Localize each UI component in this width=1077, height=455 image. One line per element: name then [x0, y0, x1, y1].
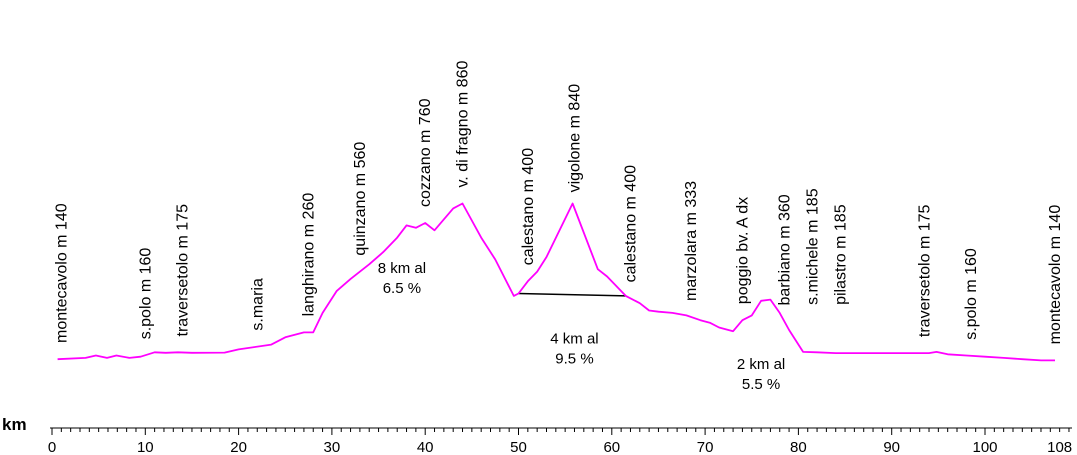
- x-axis-label: km: [2, 415, 27, 434]
- place-label: calestano m 400: [623, 165, 640, 283]
- x-tick-label: 80: [790, 439, 807, 455]
- place-label: poggio bv. A dx: [734, 197, 751, 304]
- place-label: pilastro m 185: [832, 204, 849, 305]
- place-labels: montecavolo m 140 s.polo m 160 traversetol…: [53, 61, 1064, 345]
- gradient-annotation-percent: 5.5 %: [742, 376, 780, 393]
- climb-chord-line: [518, 292, 626, 297]
- gradient-annotation-percent: 6.5 %: [383, 280, 421, 297]
- profile-line-layer: [57, 202, 1055, 362]
- gradient-annotation-distance: 2 km al: [737, 356, 785, 373]
- x-tick-label: 30: [324, 439, 341, 455]
- elevation-profile-line: [57, 202, 1055, 362]
- x-tick-label: 60: [603, 439, 620, 455]
- gradient-annotation-distance: 4 km al: [550, 330, 598, 347]
- x-axis: 0 10 20 30 40 50 60 70 80 90 100 108: [48, 427, 1072, 455]
- place-label: v. di fragno m 860: [455, 61, 472, 188]
- place-label: marzolara m 333: [683, 181, 700, 301]
- place-label: montecavolo m 140: [1047, 205, 1064, 345]
- x-tick-label: 90: [883, 439, 900, 455]
- place-label: s.michele m 185: [804, 188, 821, 305]
- gradient-annotations: 8 km al 6.5 % 4 km al 9.5 % 2 km al 5.5 %: [378, 260, 786, 393]
- x-tick-label: 40: [417, 439, 434, 455]
- place-label: traversetolo m 175: [916, 204, 933, 337]
- place-label: cozzano m 760: [417, 98, 434, 207]
- place-label: calestano m 400: [520, 148, 537, 266]
- place-label: s.polo m 160: [963, 248, 980, 340]
- place-label: s.polo m 160: [137, 248, 154, 340]
- x-tick-label: 108: [1047, 439, 1072, 455]
- x-tick-label: 70: [697, 439, 714, 455]
- place-label: traversetolo m 175: [175, 204, 192, 337]
- x-tick-label: 0: [48, 439, 56, 455]
- climb-chord-layer: [518, 292, 626, 297]
- place-label: quinzano m 560: [352, 142, 369, 256]
- place-label: s.maria: [249, 278, 266, 331]
- gradient-annotation-percent: 9.5 %: [555, 350, 593, 367]
- x-tick-label: 50: [510, 439, 527, 455]
- place-label: langhirano m 260: [301, 193, 318, 317]
- x-tick-label: 100: [972, 439, 997, 455]
- x-tick-label: 10: [137, 439, 154, 455]
- gradient-annotation-distance: 8 km al: [378, 260, 426, 277]
- place-label: barbiano m 360: [776, 194, 793, 305]
- place-label: montecavolo m 140: [53, 203, 70, 343]
- place-label: vigolone m 840: [567, 84, 584, 193]
- x-tick-label: 20: [230, 439, 247, 455]
